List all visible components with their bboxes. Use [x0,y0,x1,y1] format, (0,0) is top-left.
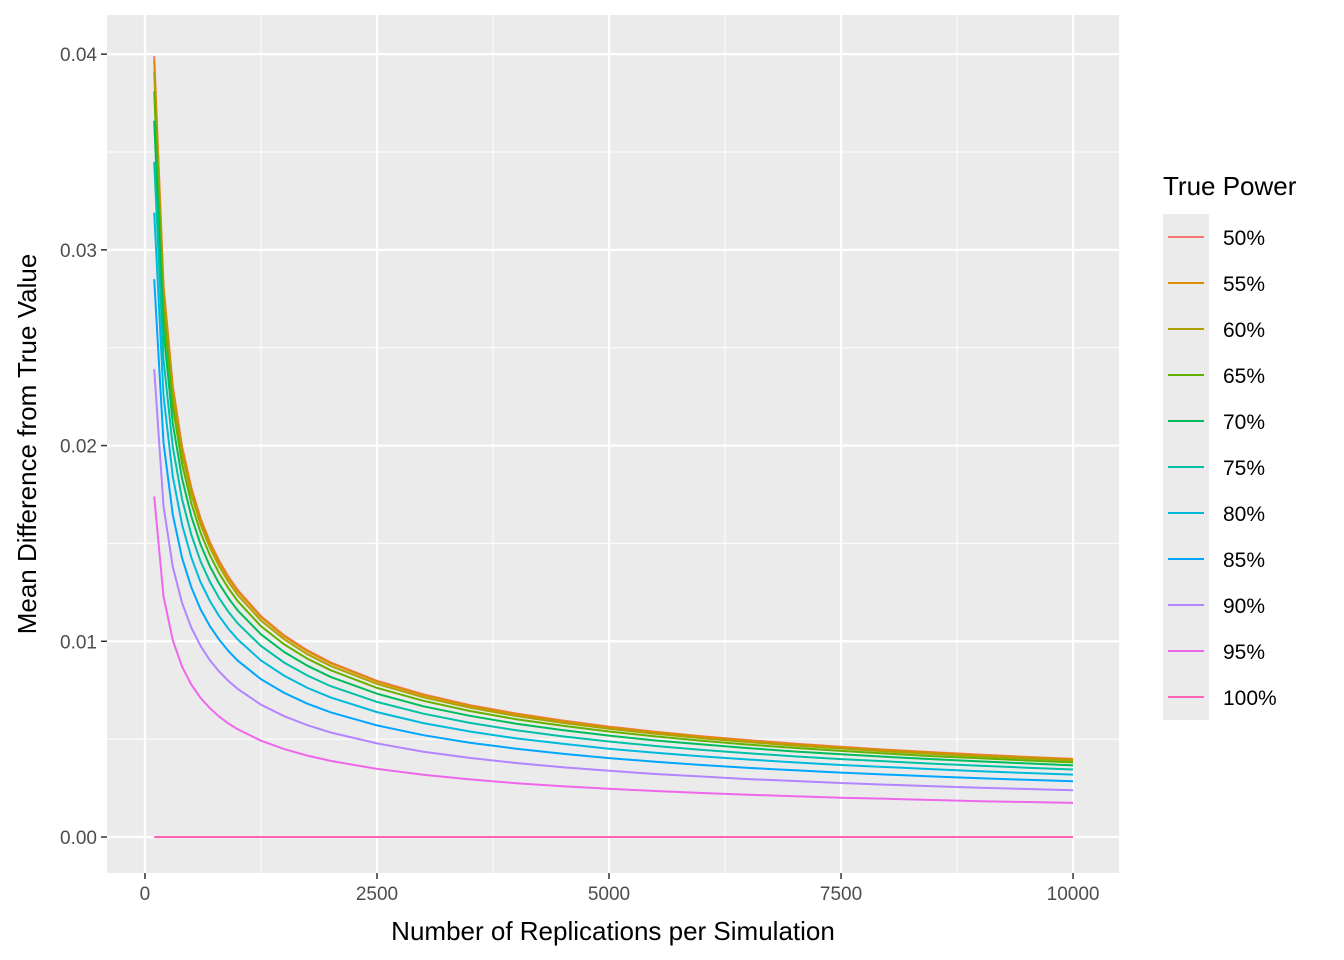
legend-label: 75% [1223,457,1265,480]
legend-label: 65% [1223,365,1265,388]
x-tick-label: 0 [140,884,151,905]
series-line-90pct [153,369,1074,792]
legend-label: 85% [1223,549,1265,572]
series-line-95pct [153,496,1074,804]
y-axis-title: Mean Difference from True Value [12,254,42,635]
legend-label: 60% [1223,319,1265,342]
legend-label: 90% [1223,595,1265,618]
legend-title: True Power [1163,171,1297,201]
series-line-55pct [153,59,1074,761]
x-tick-label: 2500 [356,884,398,905]
y-tick-label: 0.03 [60,241,97,262]
legend-label: 50% [1223,227,1265,250]
panel-background [107,15,1119,873]
y-tick-label: 0.02 [60,437,97,458]
legend-label: 95% [1223,641,1265,664]
x-tick-label: 10000 [1047,884,1100,905]
series-lines [153,56,1074,838]
legend: True Power 50% 55% 60% 65% 70% 75% 80% 85% 90% 95… [1163,171,1297,720]
series-line-65pct [153,91,1074,764]
legend-label: 80% [1223,503,1265,526]
series-line-85pct [153,279,1074,783]
x-tick-label: 7500 [820,884,862,905]
y-tick-label: 0.04 [60,45,97,66]
series-line-60pct [153,71,1074,762]
series-line-70pct [153,120,1074,767]
series-line-80pct [153,212,1074,776]
legend-label: 100% [1223,687,1277,710]
x-tick-label: 5000 [588,884,630,905]
y-tick-label: 0.01 [60,632,97,653]
axes: 0 2500 5000 7500 10000 0.00 0.01 0.02 0.03 0.04 [60,45,1099,905]
x-axis-title: Number of Replications per Simulation [391,916,835,946]
legend-label: 70% [1223,411,1265,434]
legend-label: 55% [1223,273,1265,296]
y-tick-label: 0.00 [60,828,97,849]
series-line-75pct [153,161,1074,771]
